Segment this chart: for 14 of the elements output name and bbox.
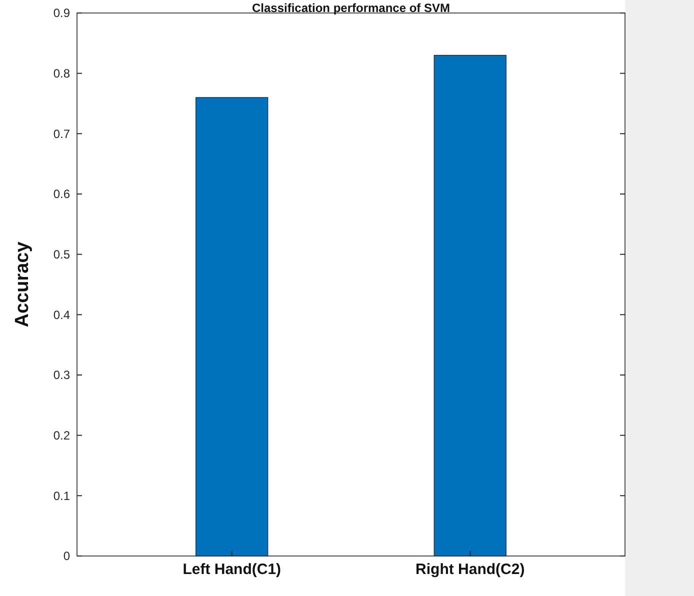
y-tick-label: 0.8 xyxy=(53,66,70,81)
y-tick-label: 0.9 xyxy=(53,6,70,20)
chart-title: Classification performance of SVM xyxy=(252,0,450,15)
x-tick-label: Left Hand(C1) xyxy=(182,561,282,578)
y-tick-label: 0.4 xyxy=(53,308,70,322)
y-tick-label: 0.3 xyxy=(53,368,70,382)
y-tick-label: 0 xyxy=(63,549,70,564)
y-tick-label: 0.7 xyxy=(53,126,70,141)
y-tick-label: 0.1 xyxy=(53,488,70,503)
y-tick-label: 0.6 xyxy=(53,187,70,202)
x-tick-label: Right Hand(C2) xyxy=(416,561,525,578)
y-tick-label: 0.2 xyxy=(53,428,70,443)
y-tick-label: 0.5 xyxy=(53,248,70,262)
y-axis-title: Accuracy xyxy=(12,241,33,328)
